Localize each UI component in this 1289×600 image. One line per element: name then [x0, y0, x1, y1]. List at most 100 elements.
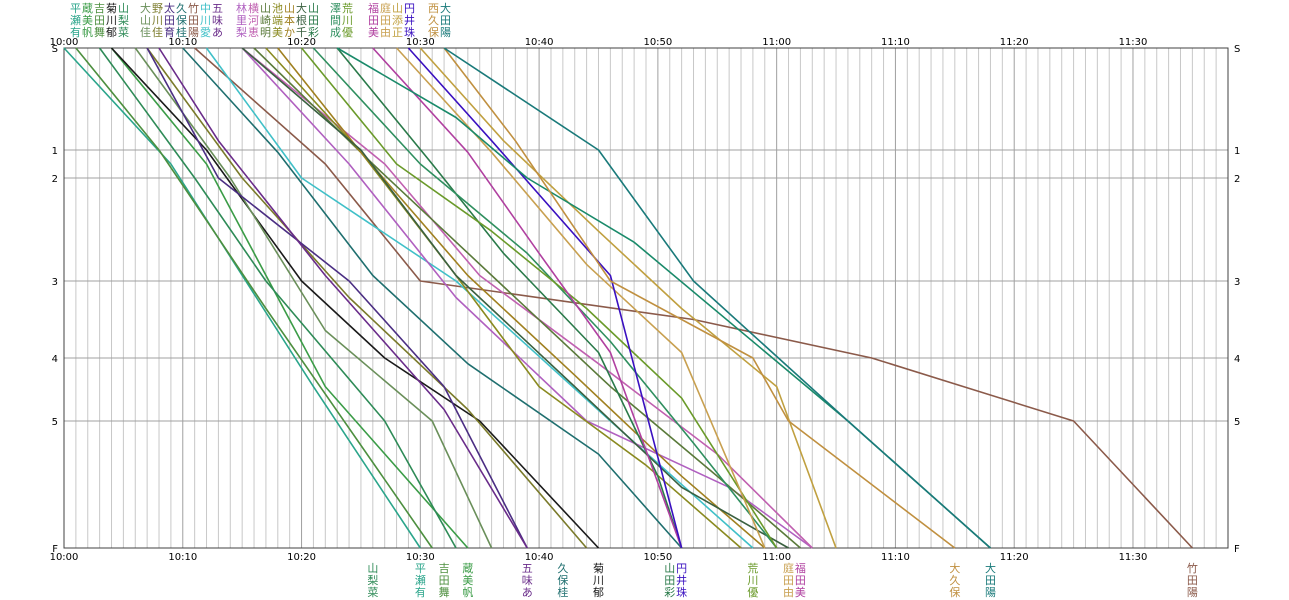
top-name-char: 川 — [152, 14, 163, 27]
bottom-label-char: 珠 — [676, 585, 687, 599]
top-name-char: 福 — [368, 1, 379, 15]
bottom-label-char: 平 — [415, 562, 426, 575]
top-name-char: 久 — [428, 14, 439, 27]
top-name-char: 郁 — [106, 25, 117, 39]
x-tick-label-bottom: 11:00 — [762, 552, 791, 563]
x-tick-label-bottom: 10:00 — [50, 552, 79, 563]
top-name-char: 円 — [404, 2, 415, 15]
top-name-columns: 平瀬有蔵美帆吉田舞菊川郁山梨菜大山佳野川佳太田育久保桂竹田陽中川愛五味あ林里梨横… — [70, 1, 451, 39]
x-tick-label-top: 11:20 — [1000, 37, 1029, 48]
series-line — [110, 47, 469, 549]
bottom-label-char: 陽 — [1187, 586, 1198, 599]
top-name-char: 田 — [188, 14, 199, 27]
bottom-label-char: 福 — [795, 561, 806, 575]
top-name-char: 優 — [342, 26, 353, 39]
bottom-label-char: 田 — [783, 574, 794, 587]
bottom-label-char: 郁 — [593, 585, 604, 599]
top-name-char: 恵 — [248, 25, 259, 39]
bottom-label-char: 荒 — [747, 562, 758, 575]
plot-border — [63, 47, 1229, 549]
series-line — [336, 47, 683, 549]
bottom-label-char: 山 — [367, 562, 378, 575]
series-line — [407, 47, 683, 549]
top-name-char: 保 — [176, 13, 187, 27]
series-line — [300, 47, 778, 549]
bottom-label-char: 蔵 — [462, 562, 473, 575]
y-tick-label-left: 2 — [52, 174, 58, 185]
x-tick-label-bottom: 11:30 — [1119, 552, 1148, 563]
bottom-label-char: 五 — [522, 562, 533, 575]
top-name-char: 田 — [368, 14, 379, 27]
series-line — [63, 47, 421, 549]
top-name-char: 正 — [392, 26, 403, 39]
bottom-label-char: 田 — [664, 574, 675, 587]
bottom-label-char: 円 — [676, 562, 687, 575]
series-line — [146, 47, 528, 549]
bottom-label-char: 味 — [522, 574, 533, 587]
bottom-label-char: 梨 — [367, 573, 378, 587]
series-line — [277, 47, 766, 549]
series-line — [372, 47, 683, 549]
top-name-char: 明 — [260, 26, 271, 39]
bottom-label-char: 舞 — [439, 586, 450, 599]
x-tick-label-top: 11:30 — [1119, 37, 1148, 48]
top-name-char: 美 — [272, 26, 283, 39]
y-tick-label-left: S — [52, 44, 58, 55]
top-name-char: 中 — [200, 2, 211, 15]
top-name-char: あ — [212, 26, 223, 39]
top-name-char: 山 — [260, 2, 271, 15]
top-name-char: 梨 — [118, 13, 129, 27]
x-tick-label-top: 11:10 — [881, 37, 910, 48]
top-name-char: 千 — [296, 26, 307, 39]
bottom-label-char: あ — [522, 586, 533, 599]
bottom-label-char: 保 — [557, 573, 568, 587]
top-name-char: 陽 — [188, 26, 199, 39]
y-tick-label-left: 1 — [52, 146, 58, 157]
bottom-label-char: 庭 — [783, 561, 794, 575]
top-name-char: 澤 — [330, 2, 341, 15]
y-tick-label-left: 5 — [52, 417, 58, 428]
series-line — [205, 47, 754, 549]
bottom-label-char: 陽 — [985, 586, 996, 599]
top-name-char: 山 — [140, 14, 151, 27]
top-name-char: 吉 — [94, 2, 105, 15]
bottom-label-char: 久 — [557, 562, 568, 575]
series-line — [146, 47, 588, 549]
x-tick-label-top: 10:00 — [50, 37, 79, 48]
top-name-char: 山 — [284, 2, 295, 15]
bottom-label-char: 大 — [985, 561, 996, 575]
series-line — [194, 47, 1193, 549]
top-name-char: 林 — [236, 1, 247, 15]
top-name-char: 横 — [248, 1, 259, 15]
top-name-char: 五 — [212, 2, 223, 15]
bottom-label-char: 吉 — [439, 562, 450, 575]
top-name-char: 根 — [296, 13, 307, 27]
bottom-label-char: 桂 — [557, 585, 568, 599]
top-name-char: 大 — [296, 1, 307, 15]
top-name-char: 荒 — [342, 2, 353, 15]
top-name-char: 田 — [164, 14, 175, 27]
bottom-label-char: 山 — [664, 562, 675, 575]
bottom-label-char: 川 — [593, 574, 604, 587]
top-name-char: 本 — [284, 13, 295, 27]
y-tick-label-right: 4 — [1234, 354, 1240, 365]
bottom-label-char: 田 — [439, 574, 450, 587]
top-name-char: 美 — [368, 26, 379, 39]
bottom-label-char: 瀬 — [415, 573, 426, 587]
series-line — [98, 47, 457, 549]
x-tick-label-bottom: 10:10 — [168, 552, 197, 563]
bottom-label-char: 彩 — [664, 586, 675, 599]
bottom-label-char: 由 — [783, 585, 794, 599]
top-name-char: 蔵 — [82, 2, 93, 15]
top-name-char: 端 — [272, 14, 283, 27]
series-line — [241, 47, 789, 549]
top-name-char: 愛 — [200, 26, 211, 39]
top-name-char: か — [284, 26, 295, 39]
x-tick-label-bottom: 10:50 — [643, 552, 672, 563]
top-name-char: 野 — [152, 2, 163, 15]
x-tick-label-bottom: 11:20 — [1000, 552, 1029, 563]
top-name-char: 平 — [70, 2, 81, 15]
top-name-char: 有 — [70, 25, 81, 39]
top-name-char: 川 — [106, 14, 117, 27]
